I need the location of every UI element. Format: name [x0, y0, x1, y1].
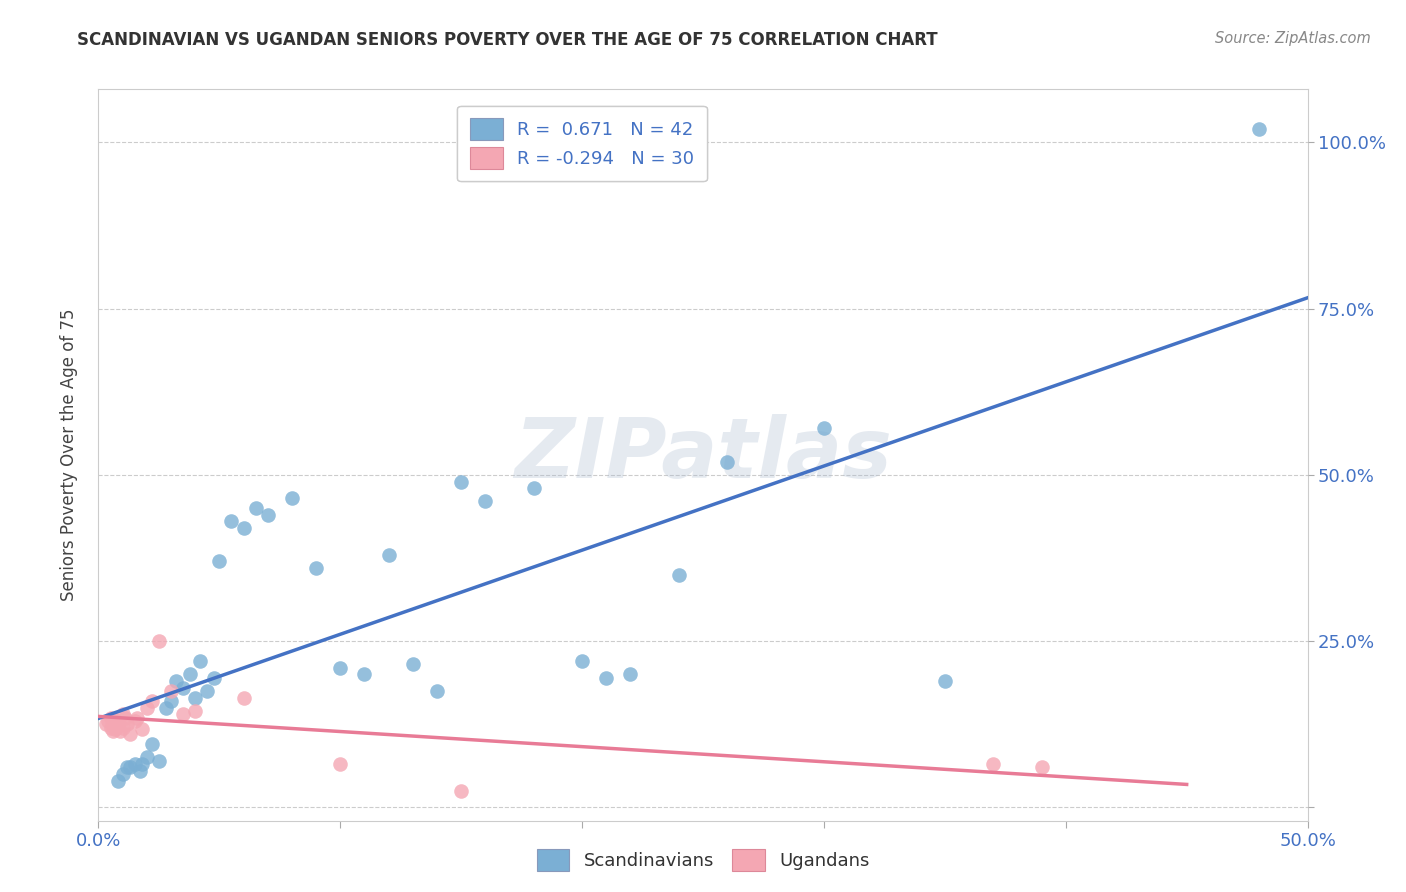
Point: [124, 714, 146, 728]
Point: [619, 667, 641, 681]
Point: [148, 634, 170, 648]
Point: [934, 673, 956, 688]
Point: [94, 717, 117, 731]
Point: [118, 727, 141, 741]
Point: [131, 757, 153, 772]
Point: [329, 757, 352, 772]
Text: SCANDINAVIAN VS UGANDAN SENIORS POVERTY OVER THE AGE OF 75 CORRELATION CHART: SCANDINAVIAN VS UGANDAN SENIORS POVERTY …: [77, 31, 938, 49]
Point: [124, 757, 146, 772]
Point: [172, 707, 194, 722]
Point: [716, 454, 738, 468]
Point: [595, 671, 617, 685]
Point: [256, 508, 278, 522]
Point: [107, 715, 129, 730]
Point: [668, 567, 690, 582]
Point: [141, 737, 163, 751]
Point: [128, 764, 150, 778]
Point: [165, 673, 187, 688]
Point: [101, 715, 124, 730]
Point: [135, 750, 157, 764]
Point: [184, 690, 207, 705]
Text: Source: ZipAtlas.com: Source: ZipAtlas.com: [1215, 31, 1371, 46]
Point: [195, 684, 218, 698]
Point: [172, 681, 194, 695]
Point: [221, 515, 243, 529]
Point: [232, 690, 254, 705]
Point: [245, 501, 267, 516]
Text: ZIPatlas: ZIPatlas: [515, 415, 891, 495]
Point: [450, 783, 472, 797]
Point: [104, 713, 127, 727]
Point: [160, 684, 183, 698]
Point: [450, 475, 472, 489]
Point: [131, 722, 153, 736]
Point: [148, 754, 170, 768]
Point: [100, 721, 122, 735]
Point: [114, 710, 136, 724]
Point: [141, 694, 163, 708]
Point: [981, 757, 1004, 772]
Legend: R =  0.671   N = 42, R = -0.294   N = 30: R = 0.671 N = 42, R = -0.294 N = 30: [457, 105, 707, 181]
Point: [188, 654, 211, 668]
Point: [97, 714, 120, 728]
Point: [184, 704, 207, 718]
Point: [155, 700, 177, 714]
Y-axis label: Seniors Poverty Over the Age of 75: Seniors Poverty Over the Age of 75: [59, 309, 77, 601]
Point: [353, 667, 375, 681]
Point: [117, 760, 139, 774]
Point: [232, 521, 254, 535]
Point: [111, 767, 134, 781]
Point: [474, 494, 496, 508]
Point: [523, 481, 546, 495]
Point: [104, 722, 127, 736]
Point: [160, 694, 183, 708]
Point: [305, 561, 328, 575]
Point: [179, 667, 201, 681]
Point: [1031, 760, 1053, 774]
Point: [111, 721, 134, 735]
Point: [402, 657, 425, 672]
Point: [118, 760, 141, 774]
Point: [426, 684, 449, 698]
Point: [1249, 122, 1271, 136]
Point: [135, 700, 157, 714]
Point: [571, 654, 593, 668]
Point: [111, 707, 134, 722]
Point: [107, 773, 129, 788]
Point: [208, 554, 231, 568]
Point: [101, 723, 124, 738]
Point: [329, 661, 352, 675]
Point: [377, 548, 399, 562]
Point: [127, 710, 149, 724]
Point: [100, 710, 122, 724]
Point: [204, 671, 226, 685]
Legend: Scandinavians, Ugandans: Scandinavians, Ugandans: [530, 842, 876, 879]
Point: [108, 723, 131, 738]
Point: [117, 717, 139, 731]
Point: [813, 421, 835, 435]
Point: [281, 491, 304, 505]
Point: [107, 719, 129, 733]
